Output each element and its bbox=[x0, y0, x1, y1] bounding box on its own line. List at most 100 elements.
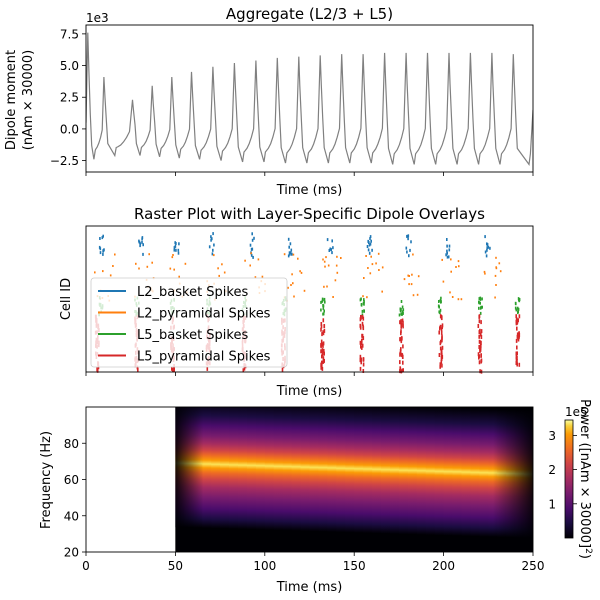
spike-burst bbox=[445, 238, 451, 259]
spectrogram-x-tick-label: 150 bbox=[343, 559, 366, 573]
spectrogram-y-ticks: 20 40 60 80 bbox=[64, 437, 86, 560]
raster-y-label: Cell ID bbox=[59, 278, 74, 320]
dipole-y-tick-label: 7.5 bbox=[60, 27, 79, 41]
spike-burst bbox=[359, 297, 366, 317]
spike-burst bbox=[326, 238, 334, 255]
spectrogram-column bbox=[300, 407, 311, 532]
spectrogram-column bbox=[327, 407, 338, 532]
spectrogram-column bbox=[443, 407, 454, 536]
spectrogram-column bbox=[452, 407, 463, 536]
spectrogram-column bbox=[282, 407, 293, 531]
dipole-y-tick-label: 2.5 bbox=[60, 91, 79, 105]
spike-burst bbox=[514, 297, 521, 315]
spike-burst bbox=[138, 236, 144, 256]
spectrogram-x-tick-label: 250 bbox=[522, 559, 545, 573]
spike-burst bbox=[515, 314, 521, 367]
spectrogram-edge-fade bbox=[493, 407, 533, 552]
dipole-offset-label: 1e3 bbox=[86, 11, 109, 25]
raster-panel: Raster Plot with Layer-Specific Dipole O… bbox=[59, 205, 534, 399]
spectrogram-x-ticks: 0 50 100 150 200 250 bbox=[82, 552, 544, 573]
spectrogram-x-tick-label: 0 bbox=[82, 559, 90, 573]
spike-burst bbox=[359, 314, 365, 373]
dipole-y-tick-label: 0.0 bbox=[60, 122, 79, 136]
raster-legend: L2_basket Spikes L2_pyramidal Spikes L5_ba… bbox=[90, 277, 288, 368]
spectrogram-column bbox=[470, 408, 481, 537]
spectrogram-x-label: Time (ms) bbox=[276, 580, 343, 595]
spike-burst bbox=[249, 232, 255, 259]
spike-burst bbox=[438, 314, 444, 369]
spectrogram-column bbox=[229, 407, 239, 529]
spectrogram-column bbox=[246, 407, 257, 530]
spectrogram-column bbox=[461, 408, 472, 537]
spike-burst bbox=[477, 296, 484, 315]
dipole-y-tick-label: 5.0 bbox=[60, 59, 79, 73]
spectrogram-column bbox=[363, 407, 373, 533]
colorbar-offset-label: 1e5 bbox=[565, 405, 588, 419]
legend-label: L2_basket Spikes bbox=[137, 285, 248, 300]
spectrogram-column bbox=[479, 408, 490, 537]
spectrogram-column bbox=[318, 407, 329, 532]
legend-label: L5_pyramidal Spikes bbox=[137, 350, 271, 365]
dipole-y-tick-label: −2.5 bbox=[50, 154, 79, 168]
spectrogram-y-tick-label: 40 bbox=[64, 509, 79, 523]
dipole-x-label: Time (ms) bbox=[276, 183, 343, 198]
dipole-y-label-line2: (nAm × 30000) bbox=[21, 50, 36, 150]
spike-burst bbox=[362, 252, 384, 299]
spike-burst bbox=[484, 235, 491, 258]
spike-burst bbox=[208, 232, 215, 256]
spike-burst bbox=[173, 241, 180, 255]
spike-burst bbox=[437, 296, 442, 315]
colorbar: 1 2 3 1e5 Power ([nAm × 30000]2) bbox=[548, 399, 593, 559]
spectrogram-column bbox=[273, 407, 284, 531]
spike-burst bbox=[283, 253, 306, 302]
colorbar-tick-label: 2 bbox=[548, 463, 556, 477]
legend-label: L5_basket Spikes bbox=[137, 328, 248, 343]
colorbar-label: Power ([nAm × 30000]2) bbox=[577, 399, 593, 559]
spike-burst bbox=[405, 234, 412, 258]
spectrogram-column bbox=[425, 407, 436, 535]
spike-burst bbox=[398, 318, 405, 374]
legend-items: L2_basket Spikes L2_pyramidal Spikes L5_ba… bbox=[98, 285, 271, 365]
spike-burst bbox=[398, 300, 405, 317]
spike-burst bbox=[98, 234, 105, 256]
raster-title: Raster Plot with Layer-Specific Dipole O… bbox=[134, 205, 485, 223]
spectrogram-column bbox=[309, 407, 320, 532]
dipole-panel: Aggregate (L2/3 + L5) 1e3 −2.5 0.0 2.5 5.0 7… bbox=[4, 5, 534, 198]
spectrogram-column bbox=[390, 407, 400, 534]
spectrogram-column bbox=[345, 407, 355, 533]
spectrogram-column bbox=[220, 407, 230, 529]
spectrogram-column bbox=[211, 407, 221, 529]
spike-burst bbox=[403, 253, 420, 297]
dipole-x-ticks bbox=[85, 172, 534, 176]
spike-burst bbox=[483, 256, 502, 299]
spectrogram-column bbox=[264, 407, 275, 530]
legend-box bbox=[90, 277, 288, 368]
colorbar-ticks: 1 2 3 bbox=[548, 429, 577, 511]
spectrogram-x-tick-label: 200 bbox=[432, 559, 455, 573]
spectrogram-column bbox=[336, 407, 346, 533]
raster-x-ticks bbox=[85, 372, 534, 376]
spectrogram-column bbox=[416, 407, 427, 535]
dipole-axes-frame bbox=[85, 24, 534, 173]
spectrogram-column bbox=[398, 407, 409, 535]
dipole-y-label: Dipole moment (nAm × 30000) bbox=[4, 50, 36, 150]
spike-burst bbox=[441, 258, 463, 301]
spectrogram-column bbox=[381, 407, 391, 534]
spike-burst bbox=[287, 237, 293, 258]
colorbar-tick-label: 3 bbox=[548, 429, 556, 443]
spike-burst bbox=[320, 318, 326, 371]
raster-axes-frame bbox=[85, 225, 534, 373]
spectrogram-column bbox=[407, 407, 418, 535]
spectrogram-column bbox=[255, 407, 266, 530]
spectrogram-column bbox=[372, 407, 382, 534]
spike-burst bbox=[320, 297, 326, 316]
spectrogram-y-label: Frequency (Hz) bbox=[39, 431, 54, 529]
colorbar-gradient bbox=[564, 419, 574, 539]
spike-burst bbox=[366, 235, 373, 255]
dipole-y-label-line1: Dipole moment bbox=[4, 50, 19, 150]
spectrogram-column bbox=[291, 407, 302, 531]
spectrogram-y-tick-label: 80 bbox=[64, 437, 79, 451]
spectrogram-x-tick-label: 50 bbox=[168, 559, 183, 573]
